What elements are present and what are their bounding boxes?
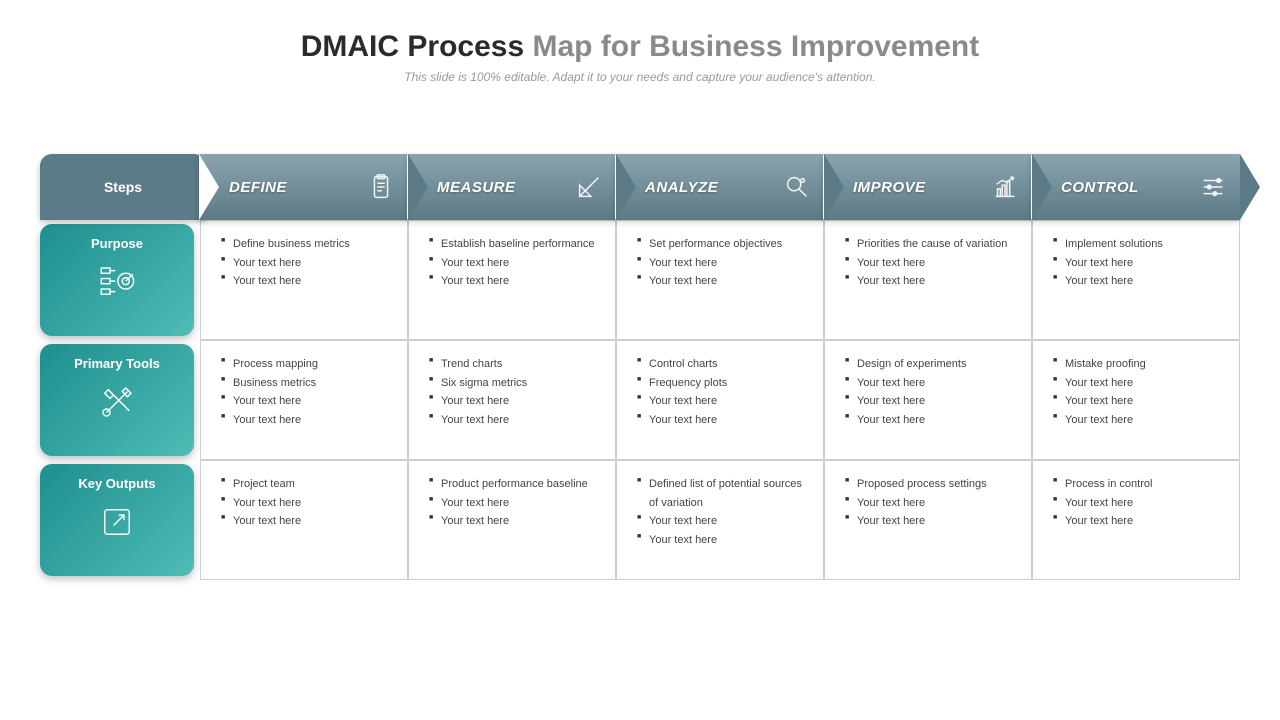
list-item: Your text here (221, 272, 395, 291)
list-item: Set performance objectives (637, 235, 811, 254)
list-item: Your text here (221, 392, 395, 411)
list-item: Control charts (637, 355, 811, 374)
list-item: Your text here (429, 512, 603, 531)
column-define: DEFINE (199, 154, 408, 220)
clipboard-icon (364, 170, 398, 204)
cell-outputs-analyze: Defined list of potential sources of var… (616, 460, 824, 580)
list-item: Your text here (221, 254, 395, 273)
title-bold: DMAIC Process (301, 30, 524, 63)
list-item: Your text here (1053, 494, 1227, 513)
list-item: Proposed process settings (845, 475, 1019, 494)
column-control: CONTROL (1031, 154, 1240, 220)
list-item: Your text here (221, 411, 395, 430)
row-label-tools: Primary Tools (40, 344, 194, 456)
column-measure: MEASURE (407, 154, 616, 220)
list-item: Your text here (637, 272, 811, 291)
column-improve: IMPROVE (823, 154, 1032, 220)
list-item: Business metrics (221, 374, 395, 393)
list-item: Your text here (845, 272, 1019, 291)
barchart-icon (988, 170, 1022, 204)
list-item: Your text here (1053, 254, 1227, 273)
tools-icon (96, 381, 138, 423)
slide-title: DMAIC Process Map for Business Improveme… (40, 30, 1240, 64)
list-item: Process mapping (221, 355, 395, 374)
cell-outputs-measure: Product performance baselineYour text he… (408, 460, 616, 580)
cell-purpose-define: Define business metricsYour text hereYou… (200, 220, 408, 340)
list-item: Your text here (1053, 411, 1227, 430)
list-item: Your text here (845, 254, 1019, 273)
list-item: Your text here (845, 411, 1019, 430)
list-item: Design of experiments (845, 355, 1019, 374)
list-item: Your text here (1053, 374, 1227, 393)
chev-label: ANALYZE (645, 179, 718, 196)
cell-tools-improve: Design of experimentsYour text hereYour … (824, 340, 1032, 460)
row-label-text: Purpose (91, 236, 143, 251)
cell-outputs-improve: Proposed process settingsYour text hereY… (824, 460, 1032, 580)
list-item: Your text here (221, 512, 395, 531)
list-item: Trend charts (429, 355, 603, 374)
list-item: Project team (221, 475, 395, 494)
cell-outputs-control: Process in controlYour text hereYour tex… (1032, 460, 1240, 580)
list-item: Your text here (637, 512, 811, 531)
list-item: Your text here (845, 512, 1019, 531)
list-item: Your text here (1053, 272, 1227, 291)
list-item: Implement solutions (1053, 235, 1227, 254)
list-item: Your text here (429, 494, 603, 513)
list-item: Frequency plots (637, 374, 811, 393)
cell-purpose-analyze: Set performance objectivesYour text here… (616, 220, 824, 340)
steps-pill: Steps (40, 154, 206, 220)
list-item: Your text here (429, 272, 603, 291)
cell-tools-measure: Trend chartsSix sigma metricsYour text h… (408, 340, 616, 460)
list-item: Your text here (845, 392, 1019, 411)
list-item: Your text here (845, 374, 1019, 393)
list-item: Your text here (429, 254, 603, 273)
list-item: Your text here (637, 392, 811, 411)
cell-purpose-improve: Priorities the cause of variationYour te… (824, 220, 1032, 340)
list-item: Your text here (221, 494, 395, 513)
column-analyze: ANALYZE (615, 154, 824, 220)
cell-purpose-control: Implement solutionsYour text hereYour te… (1032, 220, 1240, 340)
chev-label: IMPROVE (853, 179, 926, 196)
list-item: Mistake proofing (1053, 355, 1227, 374)
row-label-text: Primary Tools (74, 356, 160, 371)
cell-tools-define: Process mappingBusiness metricsYour text… (200, 340, 408, 460)
dmaic-grid: Steps DEFINE MEASURE ANALYZE IMPROVE CON… (40, 154, 1240, 580)
list-item: Your text here (637, 254, 811, 273)
list-item: Defined list of potential sources of var… (637, 475, 811, 512)
list-item: Product performance baseline (429, 475, 603, 494)
list-item: Priorities the cause of variation (845, 235, 1019, 254)
target-icon (96, 261, 138, 303)
cell-tools-control: Mistake proofingYour text hereYour text … (1032, 340, 1240, 460)
list-item: Your text here (637, 531, 811, 550)
row-label-outputs: Key Outputs (40, 464, 194, 576)
list-item: Your text here (429, 392, 603, 411)
cell-outputs-define: Project teamYour text hereYour text here (200, 460, 408, 580)
sliders-icon (1196, 170, 1230, 204)
ruler-icon (572, 170, 606, 204)
slide-subtitle: This slide is 100% editable. Adapt it to… (40, 70, 1240, 84)
row-label-purpose: Purpose (40, 224, 194, 336)
chev-label: MEASURE (437, 179, 516, 196)
title-light: Map for Business Improvement (524, 30, 979, 63)
list-item: Your text here (429, 411, 603, 430)
list-item: Six sigma metrics (429, 374, 603, 393)
cell-purpose-measure: Establish baseline performanceYour text … (408, 220, 616, 340)
list-item: Establish baseline performance (429, 235, 603, 254)
chev-label: CONTROL (1061, 179, 1139, 196)
export-icon (96, 501, 138, 543)
cell-tools-analyze: Control chartsFrequency plotsYour text h… (616, 340, 824, 460)
list-item: Your text here (637, 411, 811, 430)
steps-header: Steps (40, 154, 200, 220)
list-item: Define business metrics (221, 235, 395, 254)
row-label-text: Key Outputs (78, 476, 155, 491)
list-item: Process in control (1053, 475, 1227, 494)
chev-label: DEFINE (229, 179, 287, 196)
list-item: Your text here (845, 494, 1019, 513)
list-item: Your text here (1053, 512, 1227, 531)
magnifier-icon (780, 170, 814, 204)
list-item: Your text here (1053, 392, 1227, 411)
